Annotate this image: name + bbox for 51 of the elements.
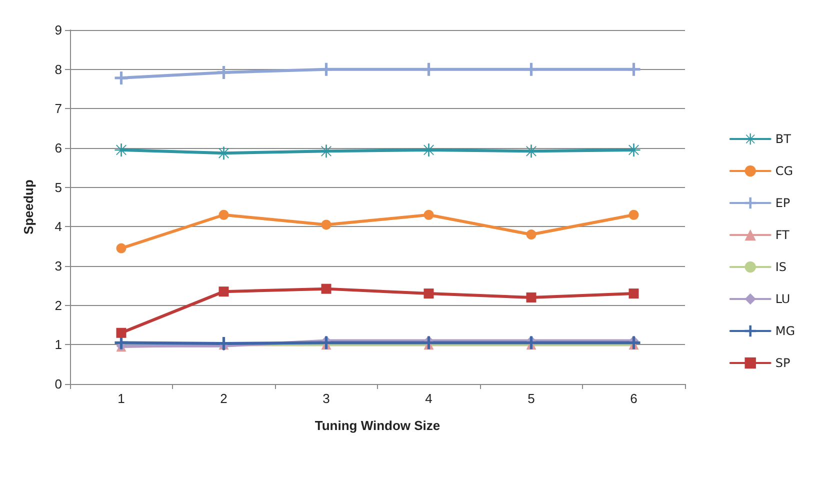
x-tick-label: 4 <box>425 391 432 406</box>
point <box>524 336 538 350</box>
x-tick-label: 5 <box>528 391 535 406</box>
y-tick-label: 6 <box>54 140 62 156</box>
point <box>218 286 229 297</box>
point <box>320 336 333 350</box>
point <box>424 288 434 299</box>
y-tick-label: 2 <box>54 298 62 313</box>
legend-label: EP <box>775 196 790 210</box>
legend-label: LU <box>775 292 790 306</box>
x-tick-label: 3 <box>322 391 330 406</box>
point <box>218 210 229 220</box>
y-tick-label: 5 <box>54 180 62 195</box>
point <box>320 62 333 76</box>
legend-label: CG <box>775 164 794 178</box>
legend-label: SP <box>775 356 790 370</box>
point <box>321 220 332 230</box>
legend-label: MG <box>775 324 796 338</box>
point <box>627 62 640 76</box>
point <box>321 284 332 294</box>
point <box>217 146 230 160</box>
point <box>524 62 538 76</box>
y-tick-label: 8 <box>54 62 62 77</box>
point <box>526 292 536 302</box>
point <box>422 336 436 350</box>
point <box>116 243 126 254</box>
legend-label: IS <box>775 260 787 274</box>
point <box>627 336 640 350</box>
y-axis-title: Speedup <box>21 180 36 234</box>
point <box>628 288 639 299</box>
y-tick-label: 0 <box>54 376 62 392</box>
point <box>422 62 436 76</box>
point <box>217 66 230 79</box>
x-tick-label: 1 <box>118 391 125 406</box>
legend-label: BT <box>775 132 792 146</box>
point <box>114 71 128 84</box>
point <box>526 230 536 240</box>
point <box>116 328 126 338</box>
x-axis-title: Tuning Window Size <box>314 418 440 433</box>
y-tick-label: 1 <box>54 337 62 352</box>
point <box>320 144 333 158</box>
y-tick-label: 9 <box>54 22 62 38</box>
y-tick-label: 4 <box>54 219 62 234</box>
y-tick-label: 3 <box>54 258 62 274</box>
x-tick-label: 6 <box>630 391 638 406</box>
y-tick-label: 7 <box>54 101 62 116</box>
point <box>628 210 639 220</box>
point <box>524 144 538 158</box>
legend-label: FT <box>775 228 790 242</box>
point <box>424 210 434 220</box>
x-tick-label: 2 <box>220 391 228 406</box>
